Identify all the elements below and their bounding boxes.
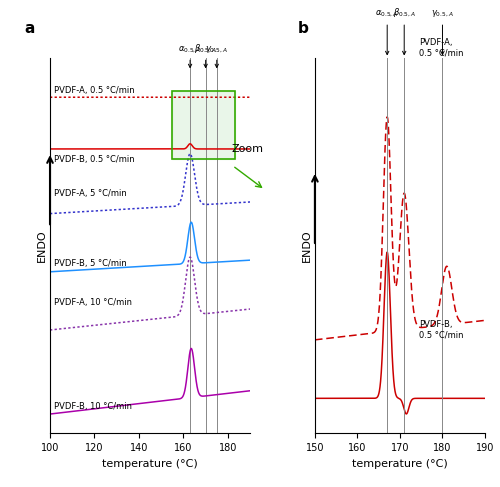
Text: PVDF-B, 0.5 °C/min: PVDF-B, 0.5 °C/min — [54, 155, 135, 165]
X-axis label: temperature (°C): temperature (°C) — [102, 459, 198, 468]
Text: PVDF-B, 10 °C/min: PVDF-B, 10 °C/min — [54, 402, 132, 412]
Text: $\alpha_{0.5,A}$: $\alpha_{0.5,A}$ — [376, 9, 399, 55]
Text: PVDF-B,
0.5 °C/min: PVDF-B, 0.5 °C/min — [419, 320, 464, 340]
Text: PVDF-B, 5 °C/min: PVDF-B, 5 °C/min — [54, 259, 127, 268]
X-axis label: temperature (°C): temperature (°C) — [352, 459, 448, 468]
Text: PVDF-A, 0.5 °C/min: PVDF-A, 0.5 °C/min — [54, 86, 135, 94]
Text: $\alpha_{0.5,A}$: $\alpha_{0.5,A}$ — [178, 44, 202, 68]
Text: $\gamma_{0.5,A}$: $\gamma_{0.5,A}$ — [206, 44, 228, 68]
Y-axis label: ENDO: ENDO — [302, 230, 312, 262]
Text: PVDF-A, 10 °C/min: PVDF-A, 10 °C/min — [54, 298, 132, 307]
Y-axis label: ENDO: ENDO — [37, 230, 47, 262]
Text: PVDF-A, 5 °C/min: PVDF-A, 5 °C/min — [54, 189, 127, 198]
Text: b: b — [298, 21, 309, 36]
Text: PVDF-A,
0.5 °C/min: PVDF-A, 0.5 °C/min — [419, 37, 464, 57]
Text: $\beta_{0.5,A}$: $\beta_{0.5,A}$ — [392, 7, 416, 55]
Text: $\gamma_{0.5,A}$: $\gamma_{0.5,A}$ — [431, 9, 454, 55]
Text: $\beta_{0.5,A}$: $\beta_{0.5,A}$ — [194, 42, 218, 68]
Text: Zoom: Zoom — [232, 144, 264, 153]
Text: a: a — [24, 21, 34, 36]
Bar — [172, 91, 234, 159]
